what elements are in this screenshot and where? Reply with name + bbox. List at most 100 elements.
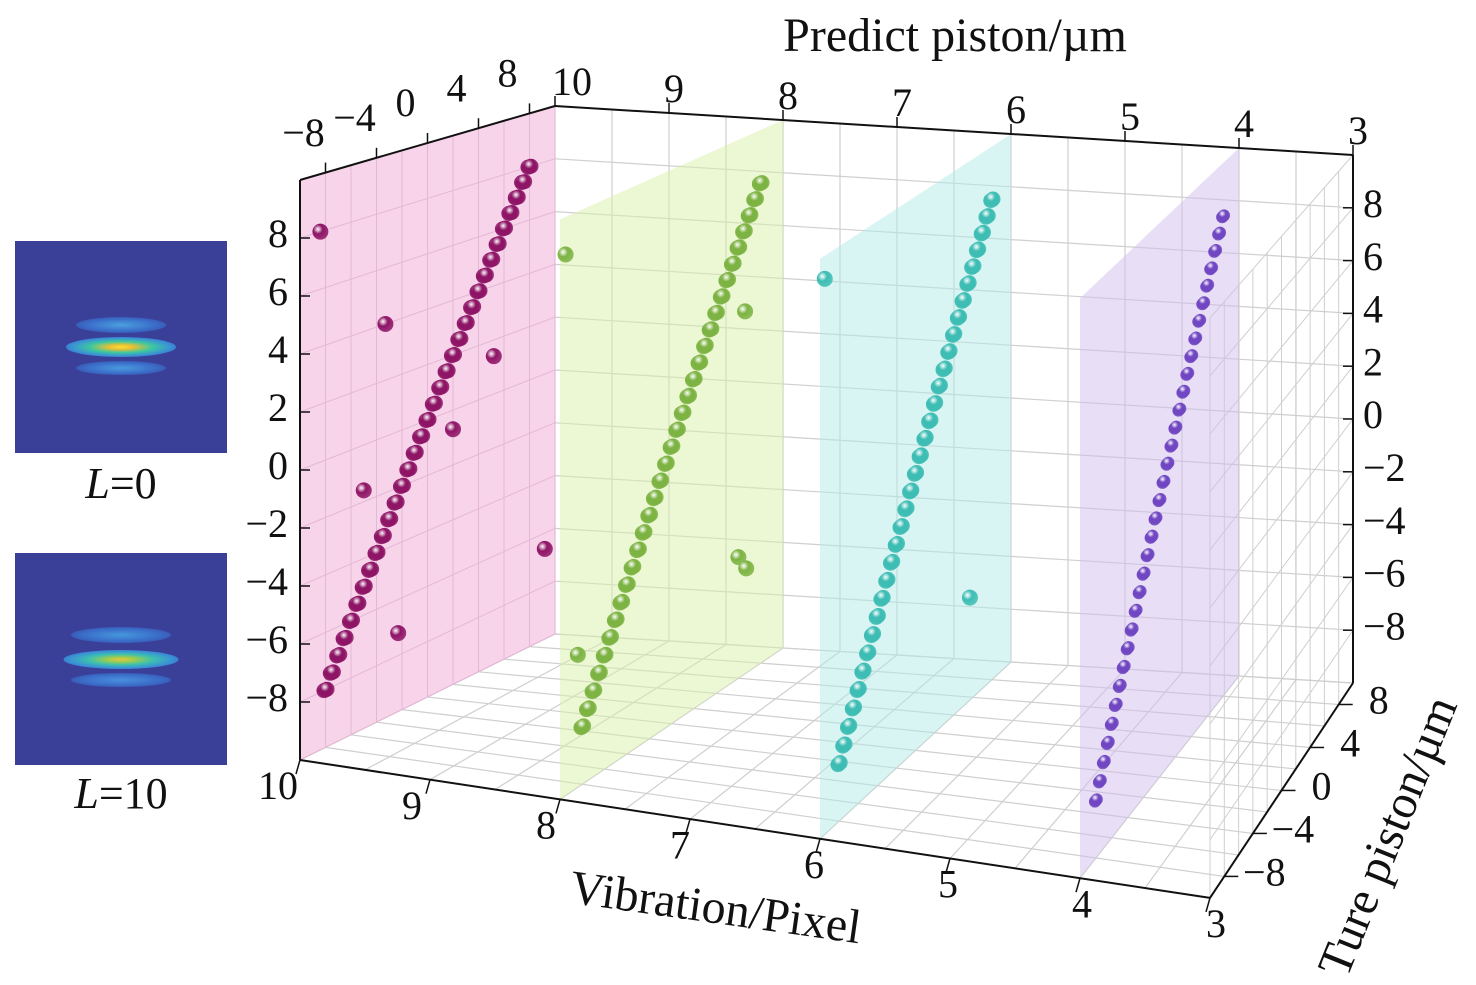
data-point [732,239,748,255]
data-point [581,700,597,716]
tick-label-predict-left: −8 [245,675,288,720]
data-point [721,271,737,287]
gridline-side-horizontal [1209,524,1354,725]
data-point [1118,659,1131,672]
tick-mark [1075,877,1081,893]
data-point [1150,511,1163,524]
data-point [415,428,431,444]
data-point [637,524,653,540]
data-point [737,223,753,239]
data-point [913,447,929,463]
data-point [909,464,925,480]
data-point [1138,566,1151,579]
data-point [498,220,514,236]
data-point [1142,548,1155,561]
gridline-left-horizontal [299,580,556,703]
data-point [364,561,380,577]
tick-label-predict-left: −6 [245,617,288,662]
tick-label-vibration: 8 [536,803,556,848]
tick-label-predict-left: 4 [268,327,288,372]
data-point [504,204,520,220]
tick-label-vibration: 9 [402,783,422,828]
gridline-side-horizontal [1209,629,1354,841]
tick-label-predict-right: 8 [1363,181,1383,226]
tick-label-vibration: 5 [938,862,958,907]
tick-label-top: 8 [778,73,798,118]
data-point [1210,243,1223,256]
data-point [510,189,526,205]
data-point [942,343,958,359]
data-point [648,489,664,505]
tick-label-vibration: 7 [670,822,690,867]
data-point [1154,493,1167,506]
data-point [402,461,418,477]
data-point [748,191,764,207]
fringe-lower [71,673,171,687]
data-point [631,541,647,557]
tick-label-predict-right: −6 [1363,551,1406,596]
data-point [885,553,901,569]
tick-mark [425,779,431,794]
data-point [856,662,872,678]
data-point [880,571,896,587]
outlier-point [312,223,329,240]
data-point [434,379,450,395]
data-point [408,444,424,460]
tick-label-top: 6 [1006,87,1026,132]
data-point [890,535,906,551]
outlier-point [390,625,407,642]
fringe-lower [76,361,166,375]
fringe-center [63,650,179,669]
axis-top-back [554,105,1354,156]
data-point [933,377,949,393]
outlier-point [569,646,586,663]
data-point [485,251,501,267]
data-point [1126,622,1139,635]
data-point [947,326,963,342]
data-point [598,646,614,662]
tick-label-predict-left: 0 [268,443,288,488]
axis-title-predict: Predict piston/µm [783,9,1127,62]
data-point [1158,474,1171,487]
data-point [447,347,463,363]
tick-label-vibration: 6 [804,842,824,887]
data-point [459,315,475,331]
tick-label-vibration: 10 [258,763,298,808]
outlier-point [377,315,394,332]
tick-label-true-top: 0 [396,80,416,125]
tick-label-predict-right: −4 [1363,498,1406,543]
gridline-floor-width [325,746,1225,878]
axis-bottom-front [299,759,1211,899]
outlier-point [961,589,978,606]
data-point [1198,296,1211,309]
tick-label-predict-left: −2 [245,501,288,546]
data-point [985,191,1001,207]
data-point [1190,331,1203,344]
data-point [466,299,482,315]
tick-label-predict-right: −8 [1363,603,1406,648]
tick-label-top: 4 [1234,101,1254,146]
data-point [453,331,469,347]
data-point [961,275,977,291]
data-point [1122,641,1135,654]
gridline-left-horizontal [299,475,556,587]
inset-var: L [85,459,110,508]
data-point [923,412,939,428]
fringe-upper [71,627,171,643]
tick-label-true-top: −8 [282,110,325,155]
tick-label-top: 10 [552,59,592,104]
tick-mark [295,759,301,775]
data-point [659,455,675,471]
data-point [1130,603,1143,616]
data-point [1094,774,1107,787]
data-point [937,360,953,376]
tick-label-predict-right: 2 [1363,339,1383,384]
data-point [587,682,603,698]
tick-label-predict-right: 0 [1363,392,1383,437]
data-point [376,527,392,543]
outlier-point [445,421,461,438]
outlier-point [557,246,574,263]
data-point [894,518,910,534]
data-point [875,589,891,605]
